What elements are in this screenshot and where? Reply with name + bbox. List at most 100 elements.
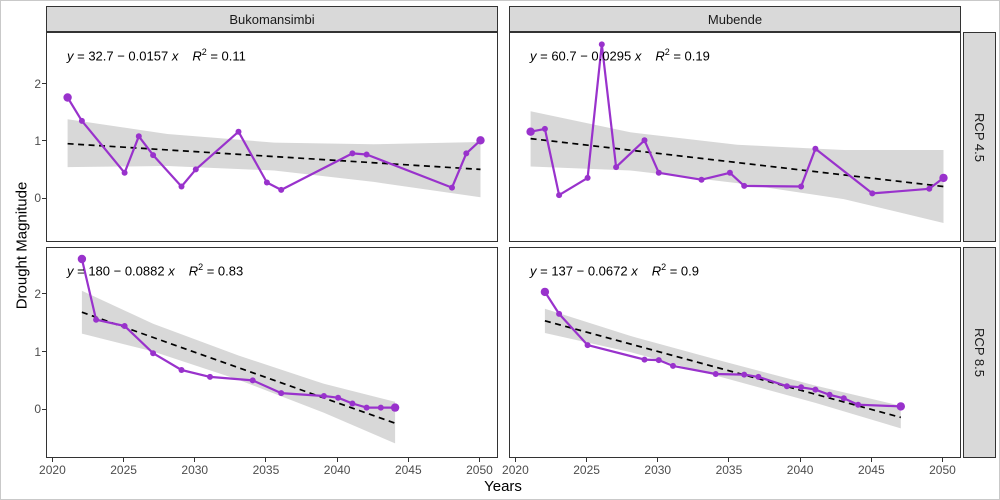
x-tick-label: 2025 bbox=[573, 463, 600, 477]
data-point bbox=[463, 150, 470, 157]
y-tick-label: 1 bbox=[34, 133, 41, 148]
data-point bbox=[712, 371, 719, 377]
x-tick-mark bbox=[194, 458, 196, 462]
data-point bbox=[263, 179, 270, 186]
data-point bbox=[584, 174, 591, 181]
facet-strip-label: Bukomansimbi bbox=[229, 11, 315, 27]
data-point bbox=[249, 377, 256, 384]
data-point bbox=[826, 391, 833, 398]
data-point bbox=[150, 350, 157, 357]
data-point bbox=[121, 323, 128, 329]
data-point bbox=[755, 373, 762, 380]
drought-magnitude-plot bbox=[77, 254, 400, 444]
x-axis-title: Years bbox=[484, 478, 522, 495]
data-point bbox=[178, 367, 185, 373]
data-point bbox=[798, 384, 805, 391]
facet-strip-mubende: Mubende bbox=[509, 6, 961, 32]
regression-equation: y = 137 − 0.0672 x R2 = 0.9 bbox=[530, 262, 699, 279]
data-point bbox=[178, 183, 185, 190]
y-tick-label: 0 bbox=[34, 402, 41, 417]
data-point bbox=[855, 401, 862, 408]
y-tick-mark bbox=[42, 83, 46, 85]
data-point bbox=[783, 383, 790, 390]
x-tick-mark bbox=[657, 458, 659, 462]
confidence-band bbox=[81, 290, 396, 444]
x-tick-label: 2020 bbox=[39, 463, 66, 477]
data-point bbox=[278, 390, 285, 397]
x-tick-label: 2035 bbox=[252, 463, 280, 477]
x-tick-mark bbox=[478, 458, 480, 462]
x-tick-mark bbox=[265, 458, 267, 462]
data-point bbox=[476, 136, 485, 145]
data-point bbox=[449, 184, 455, 191]
facet-strip-label: RCP 4.5 bbox=[972, 112, 987, 162]
data-point bbox=[939, 173, 948, 183]
data-point bbox=[526, 127, 535, 136]
data-point bbox=[235, 128, 242, 135]
trend-line bbox=[67, 142, 481, 171]
data-point bbox=[192, 166, 199, 173]
data-point bbox=[78, 117, 85, 124]
x-tick-label: 2035 bbox=[715, 463, 743, 477]
data-point bbox=[896, 402, 905, 411]
data-point bbox=[363, 404, 370, 411]
data-point bbox=[869, 190, 876, 197]
facet-strip-label: RCP 8.5 bbox=[972, 328, 987, 377]
regression-equation: y = 32.7 − 0.0157 x R2 = 0.11 bbox=[67, 47, 246, 64]
data-point bbox=[335, 394, 342, 401]
data-point bbox=[278, 186, 285, 193]
series-line bbox=[543, 290, 902, 408]
drought-magnitude-plot bbox=[540, 287, 905, 429]
panel-mubende-rcp45: y = 60.7 − 0.0295 x R2 = 0.19 bbox=[509, 32, 961, 242]
data-point bbox=[320, 393, 327, 399]
x-tick-label: 2040 bbox=[323, 463, 351, 477]
x-tick-mark bbox=[407, 458, 409, 462]
x-tick-label: 2040 bbox=[786, 463, 814, 477]
x-tick-mark bbox=[799, 458, 801, 462]
data-point bbox=[798, 183, 805, 190]
series-line bbox=[529, 43, 945, 197]
data-point bbox=[377, 404, 384, 411]
y-tick-label: 2 bbox=[34, 286, 41, 301]
data-point bbox=[150, 152, 157, 159]
data-point bbox=[363, 151, 370, 158]
data-point bbox=[840, 395, 847, 402]
y-tick-mark bbox=[42, 408, 46, 410]
y-tick-mark bbox=[42, 197, 46, 199]
data-point bbox=[349, 400, 356, 407]
data-point bbox=[556, 310, 563, 317]
data-point bbox=[641, 137, 648, 144]
drought-magnitude-plot bbox=[63, 93, 485, 198]
x-tick-mark bbox=[123, 458, 125, 462]
data-point bbox=[741, 182, 748, 189]
x-tick-label: 2050 bbox=[929, 463, 956, 477]
y-tick-label: 0 bbox=[34, 191, 41, 206]
data-point bbox=[556, 192, 563, 199]
x-tick-mark bbox=[586, 458, 588, 462]
facet-strip-rcp45: RCP 4.5 bbox=[963, 32, 996, 242]
data-point bbox=[655, 357, 662, 364]
data-point bbox=[598, 41, 605, 48]
trend-line bbox=[81, 311, 396, 425]
facet-strip-rcp85: RCP 8.5 bbox=[963, 247, 996, 458]
data-point bbox=[670, 362, 676, 369]
facet-strip-bukomansimbi: Bukomansimbi bbox=[46, 6, 498, 32]
data-point bbox=[613, 164, 620, 171]
data-point bbox=[726, 169, 733, 176]
data-point bbox=[541, 125, 548, 132]
x-tick-label: 2020 bbox=[502, 463, 529, 477]
data-point bbox=[812, 386, 819, 393]
x-tick-label: 2030 bbox=[181, 463, 209, 477]
y-tick-mark bbox=[42, 293, 46, 295]
x-tick-label: 2030 bbox=[644, 463, 672, 477]
data-point bbox=[540, 287, 550, 297]
y-tick-mark bbox=[42, 351, 46, 353]
y-tick-label: 1 bbox=[34, 344, 41, 359]
data-point bbox=[812, 145, 819, 152]
data-point bbox=[390, 403, 400, 412]
data-point bbox=[698, 176, 705, 183]
data-point bbox=[63, 93, 72, 102]
data-point bbox=[655, 169, 662, 176]
data-point bbox=[641, 356, 648, 363]
data-point bbox=[741, 371, 748, 378]
